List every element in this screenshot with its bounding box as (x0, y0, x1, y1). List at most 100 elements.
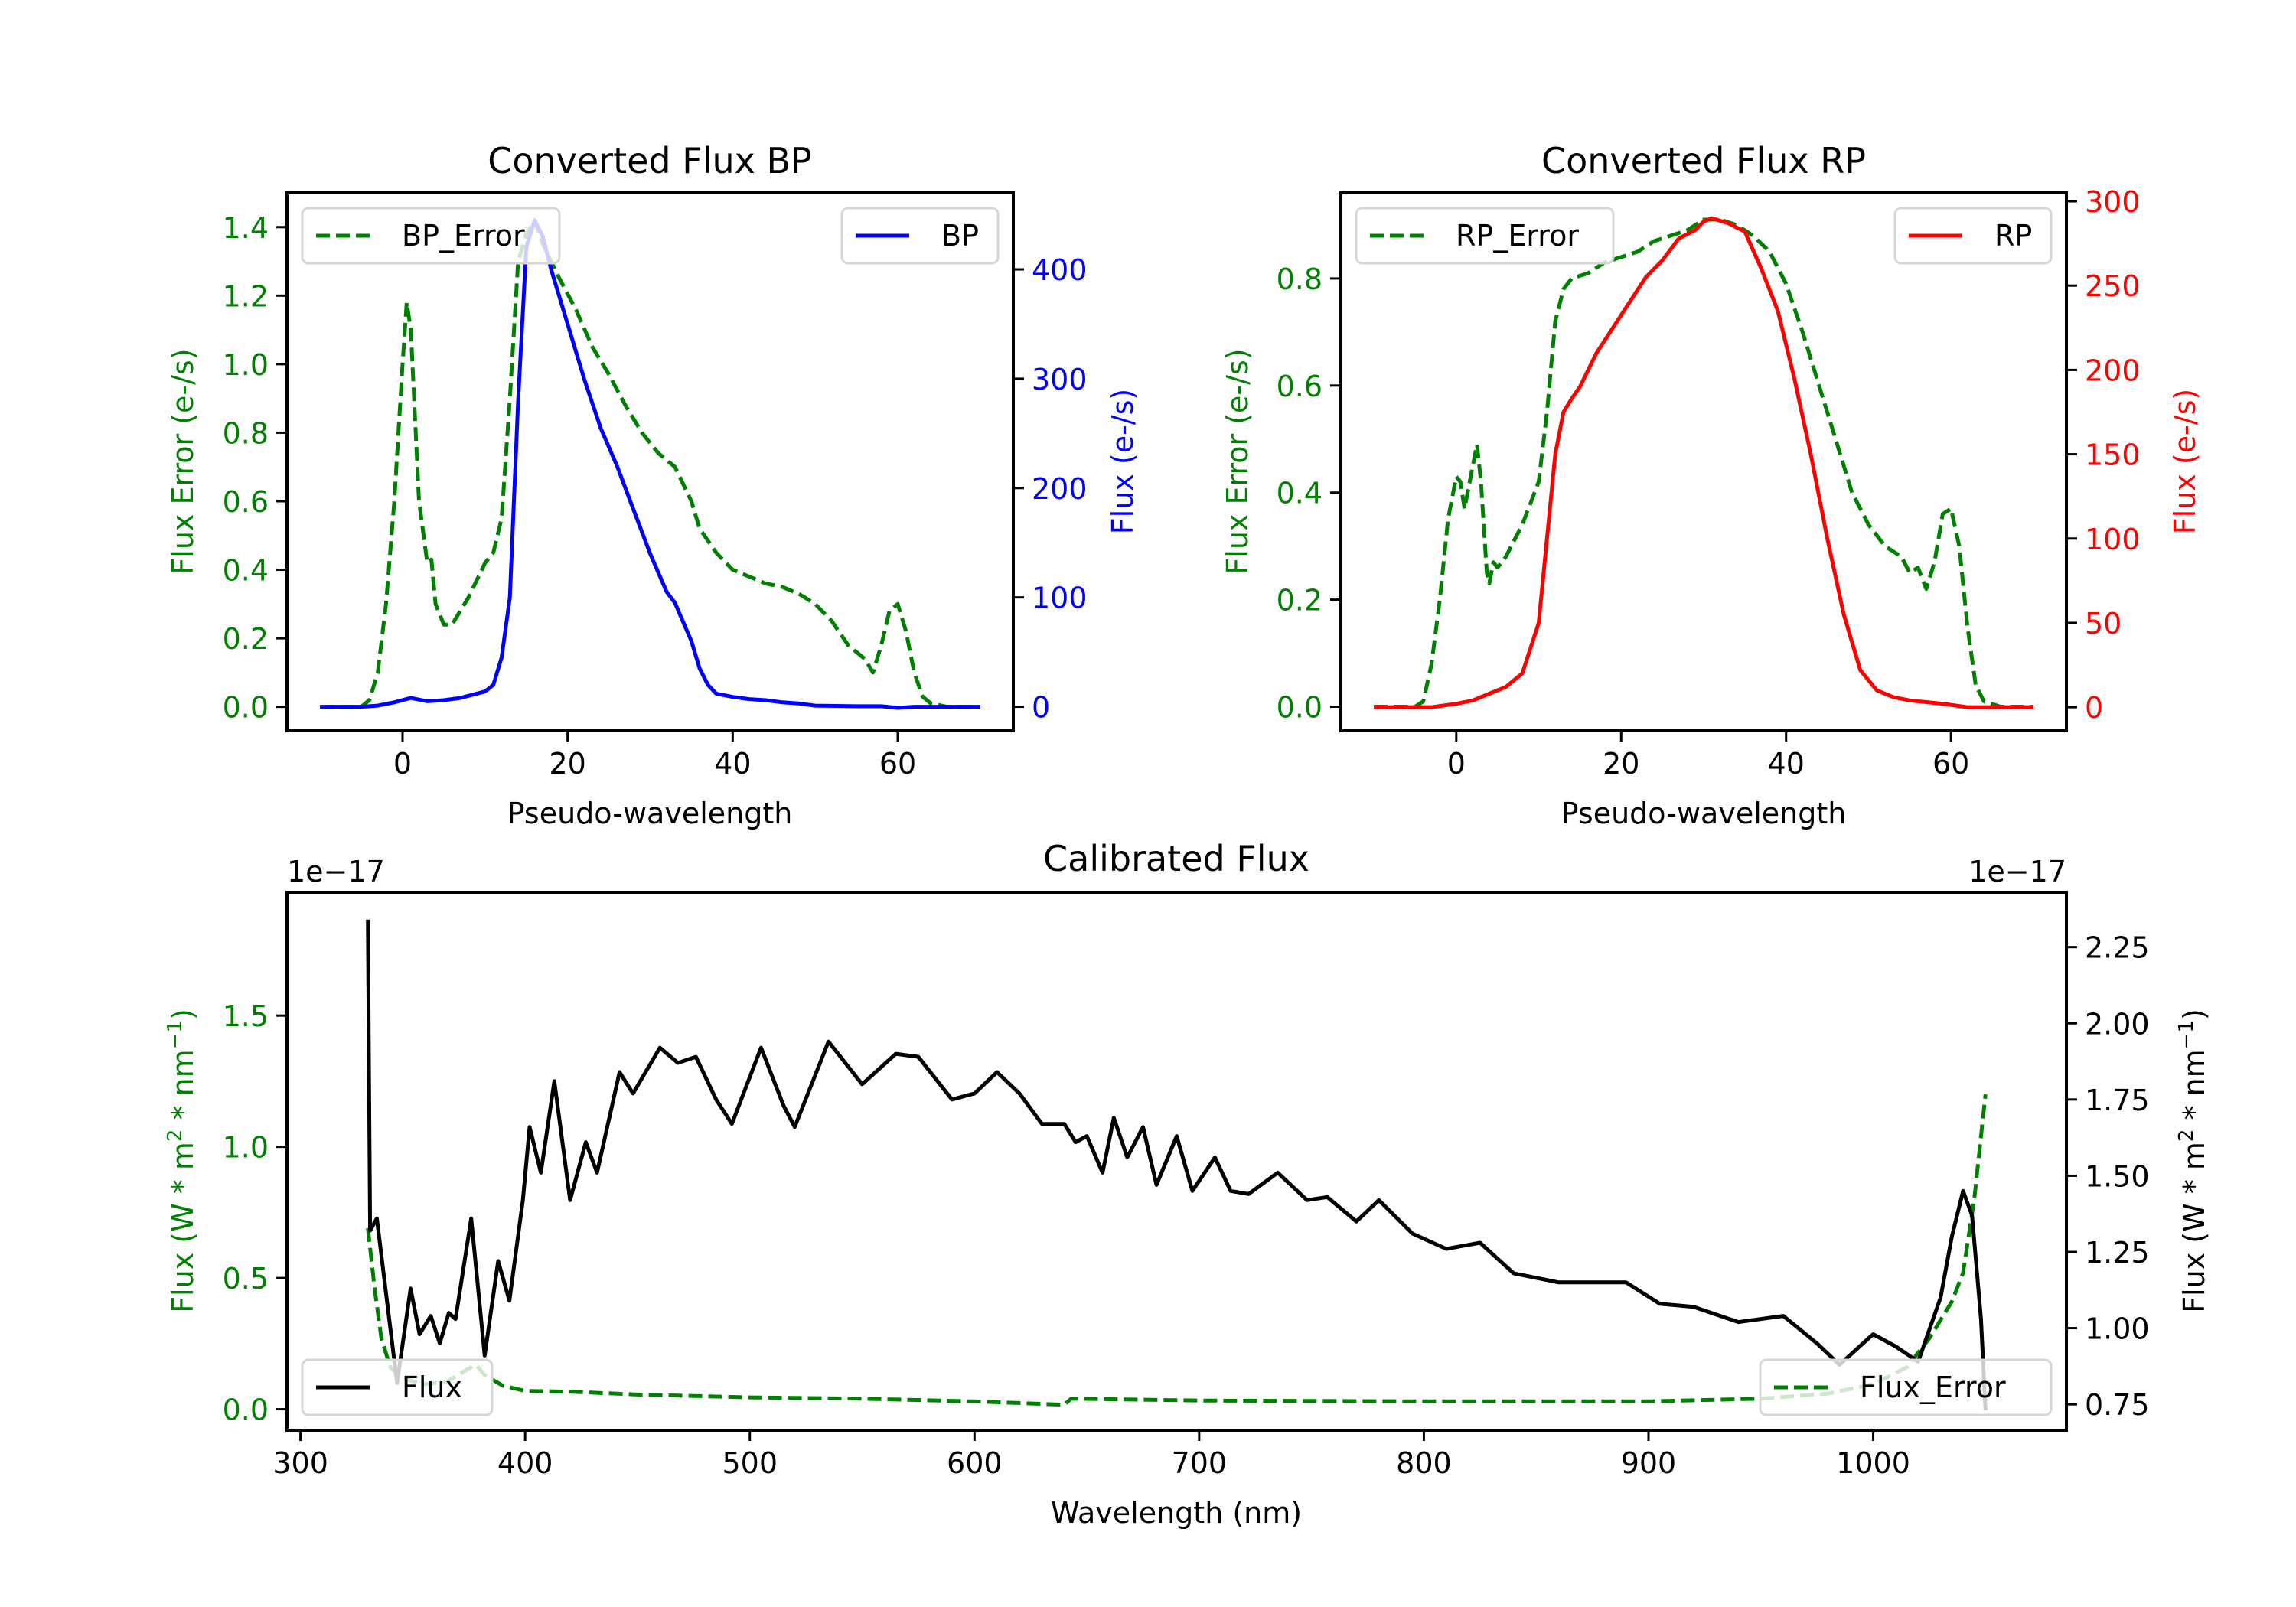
legend-label: RP (1994, 219, 2032, 253)
bp-ytick-left-label: 0.6 (223, 485, 269, 519)
calibrated-ylabel-left-mid: * nm (166, 1049, 200, 1129)
legend-label: Flux (402, 1371, 462, 1404)
calibrated-xlabel: Wavelength (nm) (1051, 1496, 1302, 1530)
bp-series (320, 218, 980, 710)
bp-axes-frame (285, 191, 1015, 732)
calibrated-ylabel-right-sup2: −1 (2175, 1020, 2198, 1049)
calibrated-ytick-right-label: 2.00 (2085, 1007, 2150, 1041)
calibrated-ytick-right-label: 0.75 (2085, 1388, 2150, 1422)
calibrated-axes-frame (285, 891, 2068, 1432)
calibrated-ylabel-right-sup: 2 (2175, 1129, 2198, 1143)
rp-series (1374, 216, 2033, 709)
bp-ytick-left-label: 1.2 (223, 279, 269, 313)
calibrated-ytick-right-label: 2.25 (2085, 931, 2150, 965)
calibrated-xtick-label: 600 (947, 1446, 1003, 1480)
bp-ytick-right-label: 0 (1032, 691, 1050, 725)
rp-axes: 0 20 40 60 0.0 0.2 0.4 0.6 0.8 0 50 100 150 200 250 300… (1277, 185, 2141, 781)
calibrated-ylabel-left-sup: 2 (164, 1129, 187, 1143)
bp-ytick-right-label: 400 (1032, 253, 1088, 287)
calibrated-ylabel-right-text: Flux (W * m (2177, 1142, 2211, 1313)
calibrated-series-flux (366, 919, 1988, 1411)
calibrated-ytick-right-label: 1.00 (2085, 1312, 2150, 1346)
bp-legend-bp: BP (840, 207, 1000, 265)
legend-box (840, 207, 1000, 265)
calibrated-legend-flux-error: Flux_Error (1759, 1358, 2053, 1416)
rp-legend-rp-error: RP_Error (1355, 207, 1615, 265)
bp-xtick-label: 60 (879, 747, 916, 781)
rp-ytick-right-label: 250 (2085, 269, 2141, 303)
rp-ylabel-right: Flux (e-/s) (2168, 389, 2202, 534)
rp-title: Converted Flux RP (1541, 140, 1866, 181)
calibrated-ylabel-left-end: ) (166, 1009, 200, 1020)
bp-xtick-label: 20 (549, 747, 585, 781)
legend-box (1759, 1358, 2053, 1416)
calibrated-title: Calibrated Flux (1043, 838, 1309, 879)
bp-ylabel-left: Flux Error (e-/s) (166, 348, 200, 574)
calibrated-xtick-label: 300 (272, 1446, 328, 1480)
rp-axes-frame (1339, 191, 2068, 732)
rp-ytick-right-label: 50 (2085, 607, 2122, 641)
rp-ytick-left-label: 0.8 (1277, 262, 1322, 296)
legend-box (1893, 207, 2053, 265)
legend-label: RP_Error (1456, 219, 1579, 253)
bp-series-bp-error (320, 218, 980, 709)
bp-ytick-right-label: 300 (1032, 363, 1088, 396)
bp-xtick-label: 0 (393, 747, 412, 781)
rp-series-rp-error (1374, 217, 2033, 709)
rp-xtick-label: 20 (1603, 747, 1639, 781)
bp-ytick-left-label: 0.8 (223, 416, 269, 450)
bp-axes: 0 20 40 60 0.0 0.2 0.4 0.6 0.8 1.0 1.2 1.4 0 100 200 30… (223, 191, 1088, 781)
calibrated-xtick-label: 500 (722, 1446, 778, 1480)
rp-ytick-left-label: 0.0 (1277, 691, 1322, 725)
rp-ytick-left-label: 0.6 (1277, 370, 1322, 403)
calibrated-xtick-label: 1000 (1836, 1446, 1910, 1480)
bp-ytick-right-label: 100 (1032, 582, 1088, 615)
calibrated-ylabel-left-text: Flux (W * m (166, 1142, 200, 1313)
calibrated-xtick-label: 700 (1172, 1446, 1228, 1480)
calibrated-xtick-label: 800 (1396, 1446, 1452, 1480)
calibrated-ytick-left-label: 1.5 (223, 999, 269, 1033)
legend-box (301, 207, 561, 265)
legend-box (1355, 207, 1615, 265)
calibrated-ylabel-left-sup2: −1 (164, 1020, 187, 1049)
rp-xtick-label: 40 (1768, 747, 1805, 781)
calibrated-ylabel-left: Flux (W * m2 * nm−1) (164, 1009, 200, 1313)
calibrated-series-flux-error (366, 1094, 1988, 1407)
rp-xtick-label: 60 (1932, 747, 1969, 781)
calibrated-axes: 300 400 500 600 700 800 900 1000 0.0 0.5 1.0 1.5 0.7… (223, 891, 2150, 1480)
rp-ylabel-left: Flux Error (e-/s) (1221, 348, 1254, 574)
legend-label: BP (941, 219, 979, 253)
calibrated-legend-flux: Flux (301, 1358, 494, 1416)
bp-legend-bp-error: BP_Error (301, 207, 561, 265)
calibrated-series (366, 919, 1988, 1411)
rp-xlabel: Pseudo-wavelength (1561, 797, 1847, 830)
rp-ytick-right-label: 200 (2085, 354, 2141, 387)
calibrated-ytick-right-label: 1.25 (2085, 1236, 2150, 1270)
legend-label: Flux_Error (1860, 1371, 2006, 1404)
calibrated-ytick-left-label: 1.0 (223, 1131, 269, 1165)
bp-ytick-right-label: 200 (1032, 472, 1088, 506)
rp-series-rp (1374, 216, 2033, 709)
rp-ytick-right-label: 150 (2085, 438, 2141, 472)
legend-label: BP_Error (402, 219, 525, 253)
bp-ylabel-right: Flux (e-/s) (1106, 389, 1140, 534)
bp-ytick-left-label: 1.0 (223, 348, 269, 382)
calibrated-ytick-left-label: 0.5 (223, 1262, 269, 1296)
bp-ytick-left-label: 0.0 (223, 691, 269, 725)
panel-rp: Converted Flux RP 0 20 40 60 0.0 0.2 0.4 0.6 0.8… (1221, 140, 2202, 830)
calibrated-ylabel-right: Flux (W * m2 * nm−1) (2175, 1009, 2211, 1313)
legend-box (301, 1358, 494, 1416)
rp-ytick-right-label: 300 (2085, 185, 2141, 219)
rp-xtick-label: 0 (1447, 747, 1466, 781)
calibrated-xtick-label: 900 (1621, 1446, 1677, 1480)
bp-title: Converted Flux BP (488, 140, 812, 181)
panel-calibrated: Calibrated Flux 1e−17 1e−17 300 400 500 600… (164, 838, 2211, 1530)
panel-bp: Converted Flux BP 0 20 40 60 0.0 0.2 0.4 0.6 0.8… (166, 140, 1140, 830)
bp-xlabel: Pseudo-wavelength (507, 797, 793, 830)
bp-ytick-left-label: 0.2 (223, 622, 269, 656)
calibrated-offset-right: 1e−17 (1968, 855, 2066, 888)
calibrated-xtick-label: 400 (497, 1446, 553, 1480)
calibrated-ytick-right-label: 1.50 (2085, 1159, 2150, 1193)
bp-xtick-label: 40 (714, 747, 751, 781)
